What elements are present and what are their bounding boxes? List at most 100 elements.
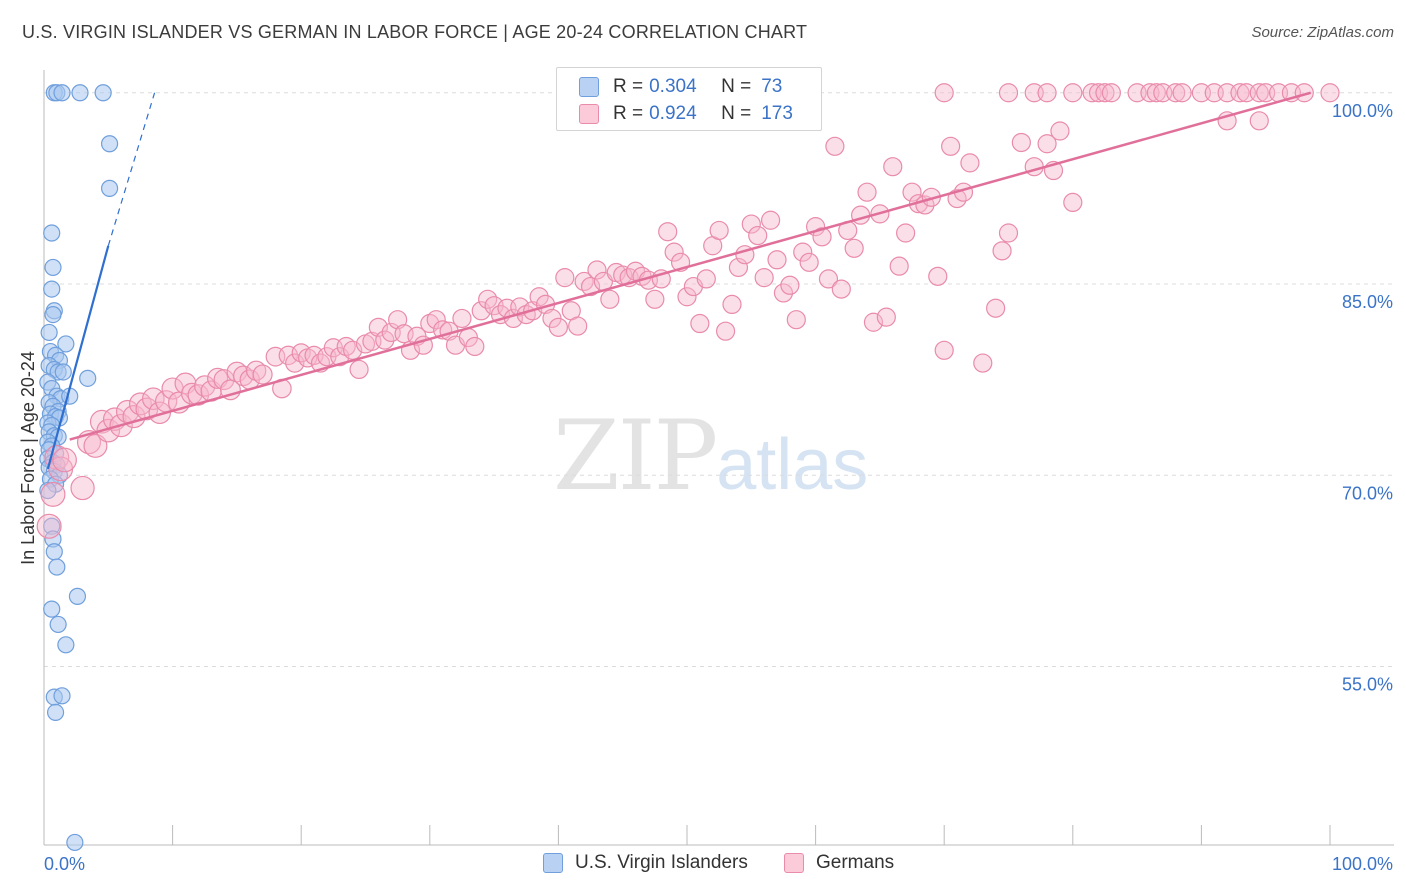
axes [43, 70, 1394, 846]
y-tick-label: 55.0% [1342, 675, 1393, 695]
tick-labels: 100.0% 85.0% 70.0% 55.0% 0.0% 100.0% In Labor … [18, 101, 1393, 874]
point-germans [709, 220, 729, 241]
point-virgin-islanders [100, 179, 119, 197]
bottom-legend-label: U.S. Virgin Islanders [575, 852, 748, 873]
x-tick-label: 0.0% [44, 854, 85, 874]
trend-line-virgin-islanders [46, 245, 110, 470]
point-germans [587, 260, 607, 280]
point-germans [246, 360, 267, 381]
point-virgin-islanders [54, 363, 72, 381]
point-germans [722, 294, 742, 314]
point-germans [986, 298, 1006, 318]
watermark-zip: ZIP [553, 400, 718, 512]
point-germans [40, 481, 66, 507]
point-germans [992, 241, 1012, 261]
point-germans [181, 382, 203, 405]
chart-title: U.S. VIRGIN ISLANDER VS GERMAN IN LABOR … [22, 22, 808, 42]
point-germans [960, 153, 980, 173]
legend-box: R = 0.304 N = 73 R = 0.924 N = 173 [556, 67, 822, 131]
series-us-virgin-islanders [39, 84, 119, 852]
point-germans [1050, 121, 1070, 141]
y-tick-label: 85.0% [1342, 292, 1393, 312]
point-germans [83, 433, 108, 458]
source-label: Source: ZipAtlas.com [1251, 24, 1394, 41]
point-virgin-islanders [45, 543, 63, 561]
trend-line-germans [69, 91, 1312, 441]
point-germans [793, 242, 813, 262]
watermark: ZIPatlas [553, 400, 868, 512]
trend-extension-virgin-islanders [107, 92, 156, 246]
legend-r-value: 0.924 [649, 103, 697, 124]
point-germans [645, 289, 665, 309]
point-germans [767, 250, 787, 270]
bottom-legend-swatch-pink [784, 853, 804, 873]
point-virgin-islanders [43, 280, 61, 298]
point-virgin-islanders [53, 84, 71, 102]
point-germans [1037, 134, 1057, 154]
point-virgin-islanders [57, 636, 75, 654]
point-germans [690, 313, 710, 334]
point-germans [818, 269, 839, 289]
point-germans [825, 136, 845, 156]
point-germans [375, 330, 395, 350]
legend-n-label: N = [721, 76, 752, 97]
bottom-legend-label: Germans [816, 852, 895, 873]
point-germans [471, 301, 491, 321]
point-germans [934, 83, 954, 103]
point-germans [555, 268, 575, 288]
point-germans [452, 308, 472, 329]
point-germans [1101, 83, 1121, 103]
point-germans [1249, 111, 1269, 131]
point-germans [465, 336, 485, 357]
point-germans [928, 266, 948, 286]
point-germans [1063, 83, 1083, 103]
point-germans [799, 252, 819, 272]
point-germans [780, 275, 800, 295]
point-germans [889, 256, 909, 276]
legend-swatch-pink [579, 104, 599, 124]
bottom-legend-virgin-islanders: U.S. Virgin Islanders [543, 852, 748, 874]
point-germans [857, 182, 877, 202]
point-germans [1294, 83, 1314, 103]
point-germans [1230, 83, 1250, 103]
legend-n-value: 173 [761, 103, 793, 124]
legend-r-value: 0.304 [649, 76, 697, 97]
point-germans [1249, 83, 1269, 103]
point-germans [863, 312, 884, 332]
point-virgin-islanders [68, 587, 87, 605]
point-virgin-islanders [66, 833, 84, 852]
point-virgin-islanders [53, 687, 71, 705]
point-germans [568, 316, 588, 336]
legend-row-germans: R = 0.924 N = 173 [579, 100, 793, 128]
point-germans [1037, 83, 1057, 103]
point-germans [677, 287, 697, 307]
point-germans [773, 283, 794, 303]
point-virgin-islanders [48, 558, 66, 576]
point-virgin-islanders [100, 135, 119, 153]
y-tick-label: 100.0% [1332, 101, 1393, 121]
legend-row-virgin-islanders: R = 0.304 N = 73 [579, 73, 782, 101]
point-germans [844, 238, 864, 258]
point-germans [426, 310, 446, 330]
point-virgin-islanders [57, 335, 75, 353]
point-germans [876, 307, 896, 327]
point-germans [1095, 83, 1115, 103]
point-virgin-islanders [94, 84, 112, 102]
point-germans [285, 353, 305, 373]
point-germans [1166, 83, 1186, 103]
point-germans [548, 317, 569, 337]
y-tick-label: 70.0% [1342, 483, 1393, 503]
point-germans [349, 359, 369, 380]
legend-r-label: R = [613, 76, 644, 97]
point-virgin-islanders [79, 369, 97, 387]
point-germans [658, 222, 678, 242]
point-germans [1172, 83, 1192, 103]
point-virgin-islanders [71, 84, 89, 102]
point-germans [1146, 83, 1166, 103]
point-virgin-islanders [49, 615, 67, 634]
point-germans [715, 321, 736, 341]
point-virgin-islanders [44, 306, 62, 324]
point-germans [941, 136, 961, 156]
legend-n-label: N = [721, 103, 752, 124]
